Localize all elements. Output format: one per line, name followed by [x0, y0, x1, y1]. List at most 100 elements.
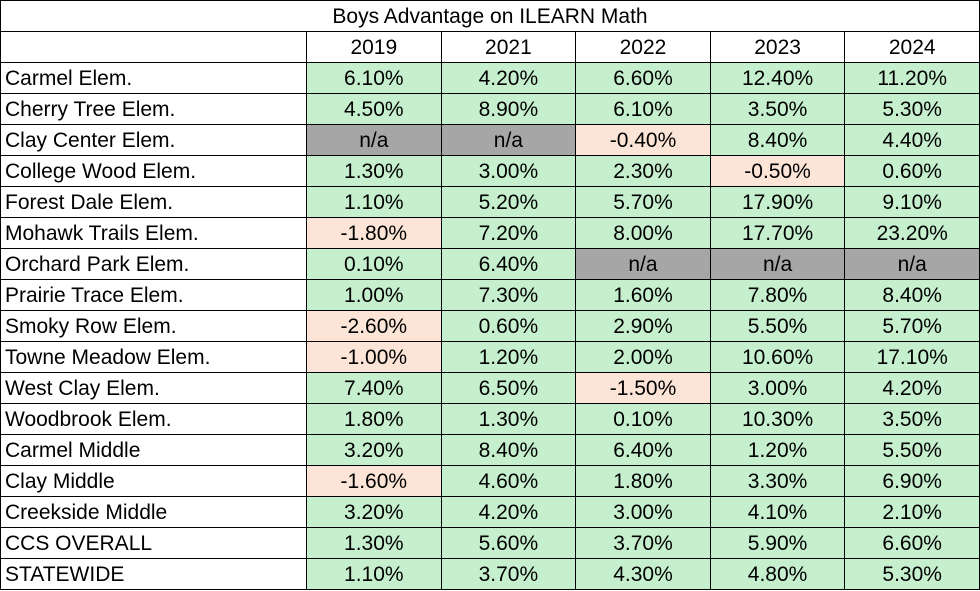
value-cell: 3.70%	[440, 558, 577, 590]
value-cell: 4.40%	[844, 124, 980, 156]
value-cell: 4.20%	[844, 372, 980, 404]
table-row: Clay Center Elem. n/a n/a -0.40% 8.40% 4.40%	[0, 124, 980, 156]
column-header-2022: 2022	[575, 31, 711, 63]
table-row: Woodbrook Elem. 1.80% 1.30% 0.10% 10.30% 3.50…	[0, 403, 980, 435]
value-cell: 3.30%	[709, 465, 846, 497]
row-label: Prairie Trace Elem.	[0, 279, 307, 311]
value-cell: 3.70%	[575, 527, 711, 559]
table-row: Carmel Middle 3.20% 8.40% 6.40% 1.20% 5.50%	[0, 434, 980, 466]
value-cell: 2.90%	[575, 310, 711, 342]
row-label: College Wood Elem.	[0, 155, 307, 187]
value-cell: 7.20%	[440, 217, 577, 249]
value-cell: 7.80%	[709, 279, 846, 311]
column-header-2019: 2019	[306, 31, 442, 63]
table-row: College Wood Elem. 1.30% 3.00% 2.30% -0.50% 0…	[0, 155, 980, 187]
row-label: Forest Dale Elem.	[0, 186, 307, 218]
row-label: STATEWIDE	[0, 558, 307, 590]
row-label: Towne Meadow Elem.	[0, 341, 307, 373]
value-cell: 4.20%	[440, 496, 577, 528]
value-cell: 3.20%	[306, 496, 442, 528]
value-cell: 1.60%	[575, 279, 711, 311]
value-cell: 4.30%	[575, 558, 711, 590]
value-cell: -2.60%	[306, 310, 442, 342]
value-cell: 9.10%	[844, 186, 980, 218]
value-cell: 11.20%	[844, 62, 980, 94]
row-label: Mohawk Trails Elem.	[0, 217, 307, 249]
value-cell: 6.10%	[306, 62, 442, 94]
value-cell: 2.30%	[575, 155, 711, 187]
value-cell: 10.30%	[709, 403, 846, 435]
value-cell: 6.60%	[575, 62, 711, 94]
value-cell: 17.90%	[709, 186, 846, 218]
value-cell: 5.20%	[440, 186, 577, 218]
value-cell: 23.20%	[844, 217, 980, 249]
row-label: Carmel Elem.	[0, 62, 307, 94]
value-cell: 6.40%	[440, 248, 577, 280]
value-cell: 0.60%	[440, 310, 577, 342]
table-row: Prairie Trace Elem. 1.00% 7.30% 1.60% 7.80% 8…	[0, 279, 980, 311]
value-cell: 7.30%	[440, 279, 577, 311]
value-cell: -0.40%	[575, 124, 711, 156]
row-label: CCS OVERALL	[0, 527, 307, 559]
row-label: West Clay Elem.	[0, 372, 307, 404]
value-cell: 5.30%	[844, 558, 980, 590]
value-cell: 1.80%	[306, 403, 442, 435]
column-header-2024: 2024	[844, 31, 980, 63]
value-cell: 17.10%	[844, 341, 980, 373]
value-cell: 0.60%	[844, 155, 980, 187]
header-row: 2019 2021 2022 2023 2024	[0, 31, 980, 63]
value-cell: 8.40%	[440, 434, 577, 466]
value-cell: -0.50%	[709, 155, 846, 187]
value-cell: 4.20%	[440, 62, 577, 94]
value-cell: -1.50%	[575, 372, 711, 404]
value-cell: 1.30%	[306, 527, 442, 559]
table-row: Orchard Park Elem. 0.10% 6.40% n/a n/a n/a	[0, 248, 980, 280]
table-row: Mohawk Trails Elem. -1.80% 7.20% 8.00% 17.70…	[0, 217, 980, 249]
row-label: Carmel Middle	[0, 434, 307, 466]
value-cell: 1.20%	[440, 341, 577, 373]
row-label: Cherry Tree Elem.	[0, 93, 307, 125]
table-row: Forest Dale Elem. 1.10% 5.20% 5.70% 17.90% 9.…	[0, 186, 980, 218]
row-label: Orchard Park Elem.	[0, 248, 307, 280]
value-cell: n/a	[575, 248, 711, 280]
value-cell: 1.20%	[709, 434, 846, 466]
table-row: Cherry Tree Elem. 4.50% 8.90% 6.10% 3.50% 5.3…	[0, 93, 980, 125]
table-row: Carmel Elem. 6.10% 4.20% 6.60% 12.40% 11.20%	[0, 62, 980, 94]
value-cell: 6.40%	[575, 434, 711, 466]
value-cell: 1.10%	[306, 186, 442, 218]
value-cell: -1.60%	[306, 465, 442, 497]
value-cell: 3.00%	[575, 496, 711, 528]
value-cell: 3.50%	[709, 93, 846, 125]
column-header-2021: 2021	[440, 31, 577, 63]
value-cell: 5.50%	[844, 434, 980, 466]
value-cell: 1.30%	[440, 403, 577, 435]
value-cell: 3.50%	[844, 403, 980, 435]
value-cell: n/a	[440, 124, 577, 156]
value-cell: 4.80%	[709, 558, 846, 590]
value-cell: 0.10%	[575, 403, 711, 435]
table-row: CCS OVERALL 1.30% 5.60% 3.70% 5.90% 6.60%	[0, 527, 980, 559]
value-cell: 8.90%	[440, 93, 577, 125]
table-title: Boys Advantage on ILEARN Math	[0, 0, 980, 32]
value-cell: 1.00%	[306, 279, 442, 311]
row-label: Clay Middle	[0, 465, 307, 497]
value-cell: 12.40%	[709, 62, 846, 94]
value-cell: 3.00%	[440, 155, 577, 187]
value-cell: 1.30%	[306, 155, 442, 187]
value-cell: 5.70%	[844, 310, 980, 342]
value-cell: 6.90%	[844, 465, 980, 497]
row-label: Woodbrook Elem.	[0, 403, 307, 435]
value-cell: 5.60%	[440, 527, 577, 559]
value-cell: n/a	[844, 248, 980, 280]
value-cell: n/a	[306, 124, 442, 156]
value-cell: 4.10%	[709, 496, 846, 528]
table-body: Carmel Elem. 6.10% 4.20% 6.60% 12.40% 11.20% C…	[0, 62, 980, 590]
value-cell: 5.90%	[709, 527, 846, 559]
value-cell: 5.50%	[709, 310, 846, 342]
value-cell: 10.60%	[709, 341, 846, 373]
value-cell: 2.00%	[575, 341, 711, 373]
value-cell: 6.10%	[575, 93, 711, 125]
row-label: Clay Center Elem.	[0, 124, 307, 156]
value-cell: 2.10%	[844, 496, 980, 528]
